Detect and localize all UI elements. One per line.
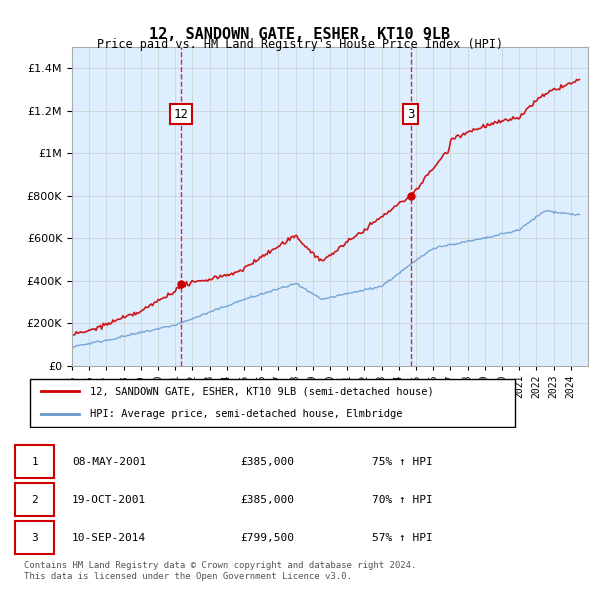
Text: 12, SANDOWN GATE, ESHER, KT10 9LB: 12, SANDOWN GATE, ESHER, KT10 9LB (149, 27, 451, 41)
Text: 3: 3 (407, 107, 415, 120)
Text: 3: 3 (31, 533, 38, 543)
Text: 70% ↑ HPI: 70% ↑ HPI (372, 494, 433, 504)
Text: £385,000: £385,000 (240, 494, 294, 504)
Text: 75% ↑ HPI: 75% ↑ HPI (372, 457, 433, 467)
Text: 57% ↑ HPI: 57% ↑ HPI (372, 533, 433, 543)
FancyBboxPatch shape (15, 483, 54, 516)
Text: 10-SEP-2014: 10-SEP-2014 (72, 533, 146, 543)
Text: £799,500: £799,500 (240, 533, 294, 543)
Text: 12: 12 (174, 107, 189, 120)
Text: 1: 1 (31, 457, 38, 467)
FancyBboxPatch shape (15, 521, 54, 554)
FancyBboxPatch shape (29, 379, 515, 427)
Text: 08-MAY-2001: 08-MAY-2001 (72, 457, 146, 467)
Text: £385,000: £385,000 (240, 457, 294, 467)
Text: 19-OCT-2001: 19-OCT-2001 (72, 494, 146, 504)
FancyBboxPatch shape (15, 445, 54, 478)
Text: HPI: Average price, semi-detached house, Elmbridge: HPI: Average price, semi-detached house,… (90, 409, 403, 419)
Text: Contains HM Land Registry data © Crown copyright and database right 2024.: Contains HM Land Registry data © Crown c… (24, 560, 416, 569)
Text: Price paid vs. HM Land Registry's House Price Index (HPI): Price paid vs. HM Land Registry's House … (97, 38, 503, 51)
Text: 2: 2 (31, 494, 38, 504)
Text: 12, SANDOWN GATE, ESHER, KT10 9LB (semi-detached house): 12, SANDOWN GATE, ESHER, KT10 9LB (semi-… (90, 386, 434, 396)
Text: This data is licensed under the Open Government Licence v3.0.: This data is licensed under the Open Gov… (24, 572, 352, 581)
